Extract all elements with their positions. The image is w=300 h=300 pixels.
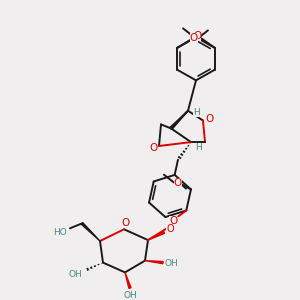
Polygon shape (170, 111, 188, 129)
Text: HO: HO (53, 228, 67, 237)
Text: H: H (193, 108, 200, 117)
Polygon shape (81, 223, 100, 241)
Text: OH: OH (123, 291, 137, 300)
Text: O: O (205, 114, 213, 124)
Polygon shape (145, 261, 163, 264)
Text: O: O (166, 224, 174, 234)
Text: OH: OH (68, 270, 82, 279)
Polygon shape (148, 231, 165, 240)
Text: H: H (196, 143, 202, 152)
Text: O: O (193, 31, 201, 41)
Text: O: O (169, 216, 177, 226)
Text: O: O (174, 178, 182, 188)
Text: O: O (190, 33, 198, 43)
Polygon shape (125, 272, 131, 288)
Text: O: O (149, 143, 157, 153)
Text: O: O (122, 218, 130, 228)
Text: OH: OH (164, 259, 178, 268)
